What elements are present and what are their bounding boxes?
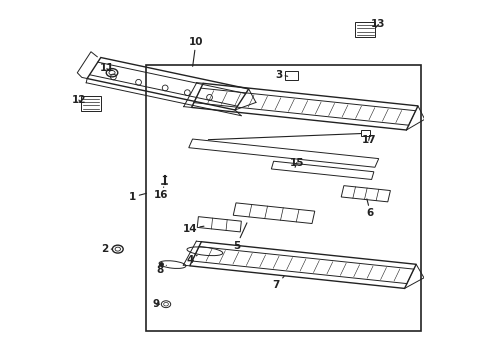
Text: 6: 6 [366,199,373,218]
Text: 8: 8 [156,265,166,275]
Text: 1: 1 [129,192,146,202]
Bar [81,96,101,111]
Text: 5: 5 [232,223,246,251]
Text: 11: 11 [100,63,114,73]
Text: 10: 10 [188,37,203,66]
Text: 13: 13 [370,19,385,30]
Text: 2: 2 [101,244,112,254]
Text: 12: 12 [72,95,86,105]
Bar [145,65,420,331]
Bar [284,71,298,80]
Text: 3: 3 [275,69,287,80]
Bar [355,22,374,37]
Text: 16: 16 [153,187,168,200]
Text: 4: 4 [186,255,197,265]
Text: 7: 7 [272,276,284,290]
Text: 15: 15 [289,158,304,168]
Text: 17: 17 [361,135,375,145]
Text: 9: 9 [152,299,160,309]
Bar [361,130,370,136]
Text: 14: 14 [182,224,203,234]
